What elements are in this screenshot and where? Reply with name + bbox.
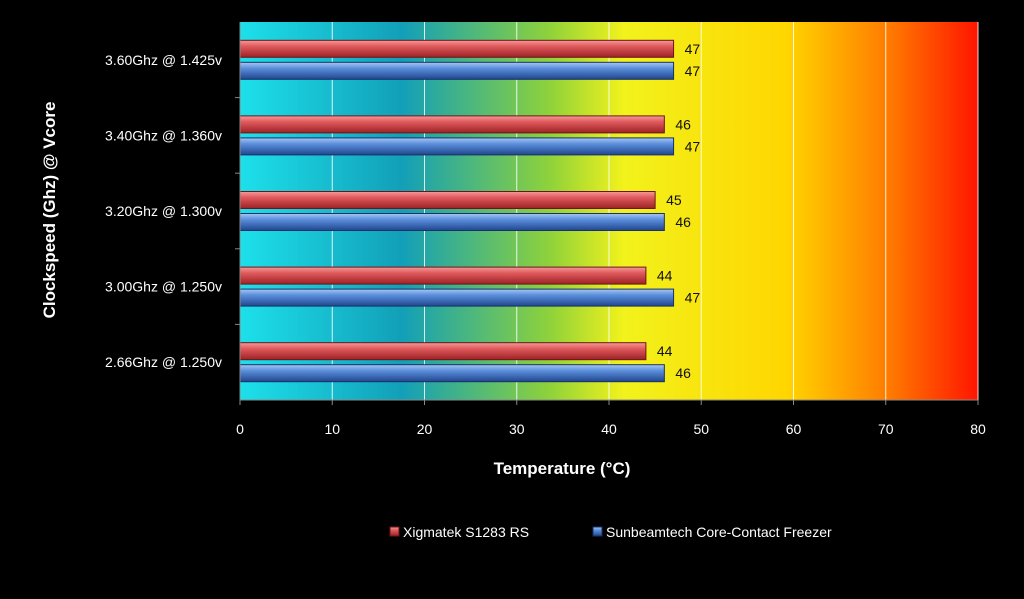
x-tick-label: 60 xyxy=(786,421,802,437)
bars xyxy=(239,39,675,383)
y-tick-label: 3.60Ghz @ 1.425v xyxy=(105,52,222,68)
bar xyxy=(239,288,675,307)
gridlines xyxy=(331,22,979,400)
data-label: 44 xyxy=(657,343,673,359)
data-label: 47 xyxy=(685,138,701,154)
bar xyxy=(239,342,647,361)
y-tick-label: 3.20Ghz @ 1.300v xyxy=(105,203,222,219)
legend-swatch xyxy=(389,526,400,537)
data-label: 45 xyxy=(666,192,682,208)
y-tick-label: 2.66Ghz @ 1.250v xyxy=(105,354,222,370)
bar xyxy=(239,213,665,231)
bar xyxy=(239,191,656,209)
x-axis-title: Temperature (°C) xyxy=(494,459,631,478)
data-label: 47 xyxy=(685,41,701,57)
bar xyxy=(239,364,665,383)
x-tick-label: 0 xyxy=(236,421,244,437)
x-tick-label: 80 xyxy=(970,421,986,437)
x-tick-label: 10 xyxy=(324,421,340,437)
x-tick-label: 50 xyxy=(693,421,709,437)
data-label: 46 xyxy=(675,214,691,230)
bar xyxy=(239,266,647,285)
data-label: 46 xyxy=(675,116,691,132)
x-tick-label: 30 xyxy=(509,421,525,437)
y-axis-title: Clockspeed (Ghz) @ Vcore xyxy=(40,102,59,319)
bar xyxy=(239,115,665,134)
data-label: 44 xyxy=(657,268,673,284)
legend: Xigmatek S1283 RS Sunbeamtech Core-Contac… xyxy=(389,524,832,540)
legend-label: Sunbeamtech Core-Contact Freezer xyxy=(606,524,832,540)
legend-label: Xigmatek S1283 RS xyxy=(403,524,529,540)
bar xyxy=(239,39,675,58)
y-tick-label: 3.00Ghz @ 1.250v xyxy=(105,279,222,295)
legend-swatch xyxy=(592,526,603,537)
x-tick-label: 20 xyxy=(417,421,433,437)
bar xyxy=(239,61,675,80)
y-tick-label: 3.40Ghz @ 1.360v xyxy=(105,127,222,143)
axes: 0 10 20 30 40 50 60 70 80 3.60Ghz @ 1.425v 3.40Ghz… xyxy=(105,22,986,437)
x-tick-label: 70 xyxy=(878,421,894,437)
data-label: 47 xyxy=(685,63,701,79)
data-label: 47 xyxy=(685,290,701,306)
bar xyxy=(239,137,675,156)
data-label: 46 xyxy=(675,365,691,381)
x-tick-label: 40 xyxy=(601,421,617,437)
